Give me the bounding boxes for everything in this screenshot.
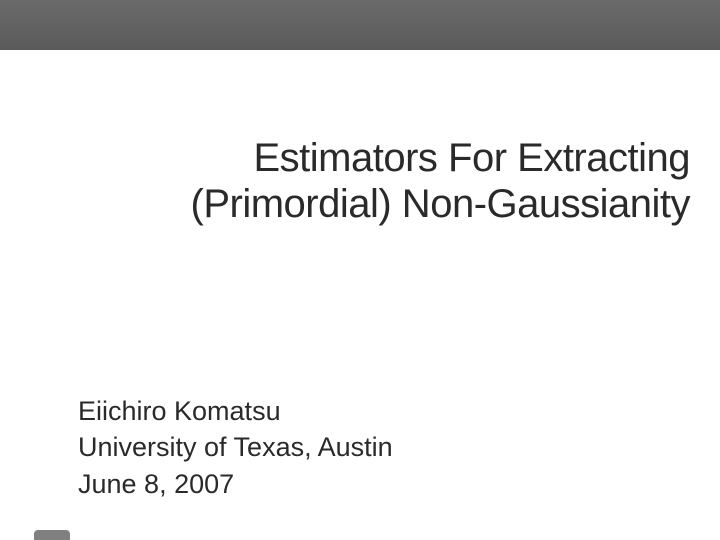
presentation-date: June 8, 2007: [78, 466, 393, 502]
accent-tab-icon: [34, 530, 70, 540]
title-line-1: Estimators For Extracting: [60, 135, 690, 181]
top-header-bar: [0, 0, 720, 50]
author-affiliation: University of Texas, Austin: [78, 429, 393, 465]
title-line-2: (Primordial) Non-Gaussianity: [60, 181, 690, 227]
author-block: Eiichiro Komatsu University of Texas, Au…: [78, 393, 393, 502]
title-block: Estimators For Extracting (Primordial) N…: [60, 135, 690, 227]
author-name: Eiichiro Komatsu: [78, 393, 393, 429]
